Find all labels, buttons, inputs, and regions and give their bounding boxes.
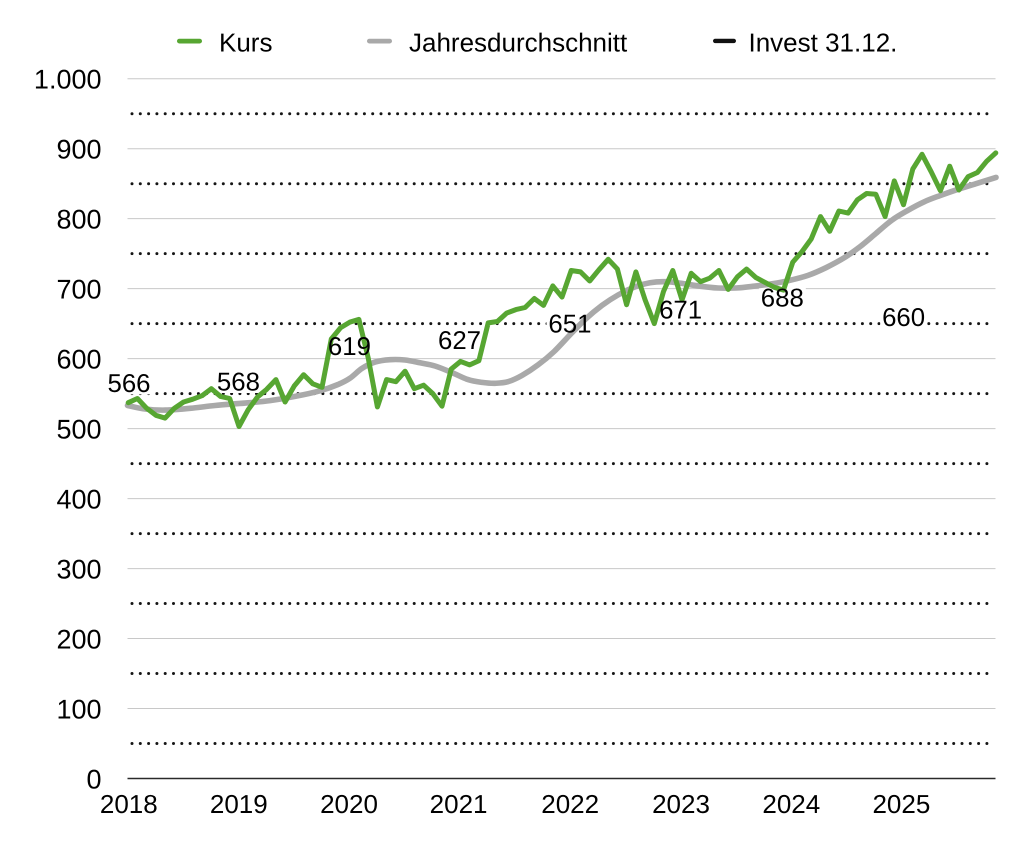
svg-text:900: 900: [56, 135, 101, 165]
svg-text:400: 400: [56, 485, 101, 515]
svg-text:Jahresdurchschnitt: Jahresdurchschnitt: [409, 28, 628, 58]
svg-text:2024: 2024: [762, 789, 820, 819]
svg-text:568: 568: [217, 369, 260, 397]
svg-text:2021: 2021: [430, 789, 488, 819]
svg-text:2023: 2023: [652, 789, 710, 819]
svg-text:Invest 31.12.: Invest 31.12.: [749, 28, 898, 58]
svg-text:800: 800: [56, 205, 101, 235]
svg-text:651: 651: [548, 310, 591, 338]
svg-text:700: 700: [56, 275, 101, 305]
svg-text:627: 627: [438, 327, 481, 355]
svg-text:1.000: 1.000: [34, 65, 102, 95]
svg-text:Kurs: Kurs: [219, 28, 272, 58]
svg-text:619: 619: [328, 333, 371, 361]
svg-text:100: 100: [56, 695, 101, 725]
svg-text:660: 660: [882, 304, 925, 332]
svg-text:2025: 2025: [872, 789, 930, 819]
svg-text:2022: 2022: [541, 789, 599, 819]
svg-text:600: 600: [56, 345, 101, 375]
svg-text:2019: 2019: [210, 789, 268, 819]
svg-text:688: 688: [761, 285, 804, 313]
svg-text:200: 200: [56, 625, 101, 655]
svg-text:2020: 2020: [320, 789, 378, 819]
svg-text:0: 0: [86, 765, 101, 795]
svg-text:300: 300: [56, 555, 101, 585]
svg-text:566: 566: [107, 370, 150, 398]
svg-text:671: 671: [659, 296, 702, 324]
svg-text:2018: 2018: [100, 789, 158, 819]
svg-text:500: 500: [56, 415, 101, 445]
